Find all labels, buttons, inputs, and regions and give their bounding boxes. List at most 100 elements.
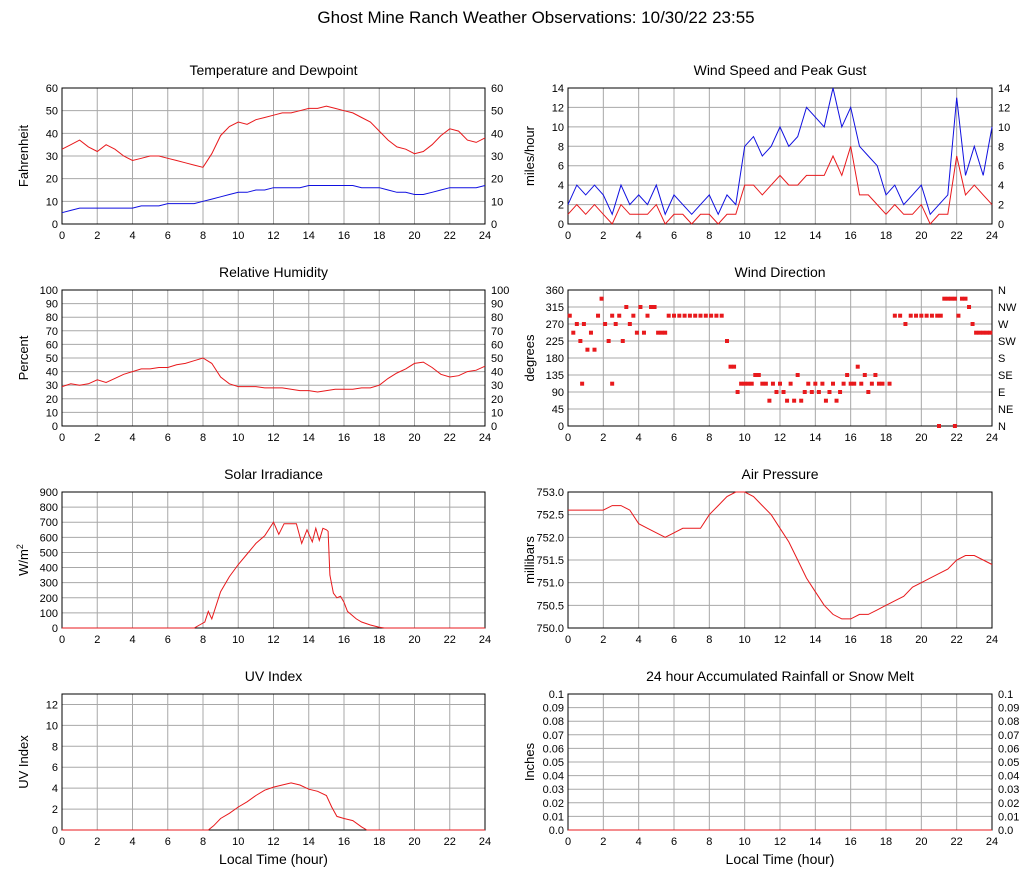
x-tick-label: 0 <box>59 634 65 646</box>
x-tick-label: 20 <box>408 634 420 646</box>
x-tick-label: 14 <box>809 634 821 646</box>
x-tick-label: 16 <box>338 836 350 848</box>
x-tick-label: 22 <box>951 634 963 646</box>
y-tick-label: 50 <box>46 353 58 365</box>
right-y-tick-label: 100 <box>491 285 509 297</box>
y-tick-label: 20 <box>46 174 58 186</box>
y-tick-label: 4 <box>52 783 58 795</box>
data-point <box>827 390 832 394</box>
x-tick-label: 4 <box>636 634 642 646</box>
x-tick-label: 6 <box>165 230 171 242</box>
data-point <box>981 330 986 335</box>
right-y-tick-label: 6 <box>998 161 1004 173</box>
y-tick-label: 0.05 <box>543 757 564 769</box>
chart-rain: 24 hour Accumulated Rainfall or Snow Mel… <box>522 668 1019 867</box>
data-point <box>862 373 867 377</box>
y-tick-label: 315 <box>546 302 564 314</box>
right-y-tick-label: 8 <box>998 141 1004 153</box>
x-tick-label: 16 <box>845 230 857 242</box>
data-point <box>795 373 800 377</box>
y-tick-label: 90 <box>46 299 58 311</box>
y-tick-label: 0.08 <box>543 716 564 728</box>
x-tick-label: 18 <box>880 836 892 848</box>
data-point <box>580 381 585 386</box>
x-tick-label: 24 <box>986 230 998 242</box>
y-axis-label: Fahrenheit <box>16 125 31 188</box>
y-tick-label: 400 <box>40 563 58 575</box>
y-tick-label: 0 <box>52 421 58 433</box>
data-point <box>624 305 629 309</box>
data-point <box>952 296 957 301</box>
y-tick-label: 12 <box>46 699 58 711</box>
y-tick-label: 300 <box>40 578 58 590</box>
data-point <box>592 347 597 352</box>
chart-title: Solar Irradiance <box>224 466 323 482</box>
x-tick-label: 0 <box>565 836 571 848</box>
x-tick-label: 12 <box>267 634 279 646</box>
y-tick-label: 30 <box>46 380 58 392</box>
series-line-1 <box>61 105 486 168</box>
data-point <box>781 390 786 394</box>
right-y-tick-label: 50 <box>491 106 503 118</box>
data-point <box>855 364 860 369</box>
right-y-tick-label: 0 <box>491 219 497 231</box>
data-point <box>645 313 650 318</box>
y-tick-label: 752.0 <box>536 532 564 544</box>
data-point <box>588 330 593 335</box>
right-y-tick-label: 0.1 <box>998 689 1013 701</box>
x-tick-label: 10 <box>739 230 751 242</box>
x-tick-label: 22 <box>444 432 456 444</box>
x-tick-label: 10 <box>232 634 244 646</box>
data-point <box>703 313 708 318</box>
y-tick-label: 225 <box>546 336 564 348</box>
x-tick-label: 16 <box>845 634 857 646</box>
data-point <box>631 313 636 318</box>
x-tick-label: 0 <box>565 634 571 646</box>
chart-title: Air Pressure <box>741 466 818 482</box>
data-point <box>666 313 671 318</box>
data-point <box>756 373 761 377</box>
y-tick-label: 0 <box>558 219 564 231</box>
right-y-tick-label: NE <box>998 404 1013 416</box>
data-point <box>799 398 804 403</box>
data-point <box>869 381 874 386</box>
data-point <box>848 381 853 386</box>
data-point <box>578 339 583 343</box>
right-y-tick-label: 14 <box>998 83 1010 95</box>
data-point <box>599 296 604 301</box>
data-point <box>967 305 972 309</box>
y-tick-label: 40 <box>46 367 58 379</box>
data-point <box>725 339 729 343</box>
data-point <box>802 390 807 394</box>
x-tick-label: 18 <box>373 432 385 444</box>
x-tick-label: 20 <box>408 836 420 848</box>
x-tick-label: 14 <box>303 230 315 242</box>
x-tick-label: 16 <box>845 432 857 444</box>
y-tick-label: 0.07 <box>543 730 564 742</box>
x-tick-label: 14 <box>809 836 821 848</box>
data-point <box>984 330 989 335</box>
x-tick-label: 4 <box>636 836 642 848</box>
data-point <box>682 313 687 318</box>
x-tick-label: 16 <box>338 432 350 444</box>
data-point <box>774 390 779 394</box>
data-point <box>719 313 724 318</box>
y-tick-label: 60 <box>46 339 58 351</box>
data-point <box>887 381 892 386</box>
x-tick-label: 2 <box>600 836 606 848</box>
right-y-tick-label: 70 <box>491 326 503 338</box>
y-tick-label: 752.5 <box>536 510 564 522</box>
data-point <box>763 381 768 386</box>
right-y-tick-label: 80 <box>491 312 503 324</box>
data-point <box>753 373 758 377</box>
x-tick-label: 10 <box>232 836 244 848</box>
x-tick-label: 4 <box>636 230 642 242</box>
x-tick-label: 18 <box>880 634 892 646</box>
data-point <box>652 305 657 309</box>
y-tick-label: 50 <box>46 106 58 118</box>
x-tick-label: 22 <box>951 230 963 242</box>
x-tick-label: 4 <box>636 432 642 444</box>
